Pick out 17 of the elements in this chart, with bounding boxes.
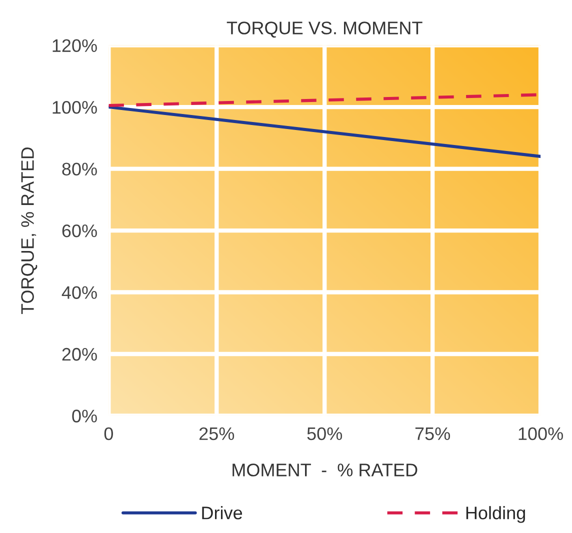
- y-tick-label: 100%: [52, 100, 97, 114]
- y-tick-label: 40%: [62, 286, 97, 299]
- y-tick-label: 20%: [62, 348, 97, 361]
- x-tick-label: 0: [104, 427, 113, 440]
- y-axis-title: TORQUE, % RATED: [21, 147, 38, 314]
- y-tick-label: 60%: [62, 224, 97, 238]
- x-tick-label: 50%: [307, 427, 342, 440]
- x-tick-label: 25%: [199, 427, 234, 440]
- y-tick-label: 80%: [62, 162, 97, 176]
- y-tick-label: 0%: [72, 410, 97, 422]
- legend-label: Drive: [202, 506, 242, 520]
- legend-label: Holding: [466, 506, 525, 523]
- chart-title: TORQUE VS. MOMENT: [226, 22, 422, 38]
- y-tick-label: 120%: [52, 39, 97, 52]
- x-tick-label: 100%: [518, 427, 563, 440]
- x-tick-label: 75%: [415, 427, 450, 440]
- x-axis-title: MOMENT - % RATED: [232, 464, 418, 476]
